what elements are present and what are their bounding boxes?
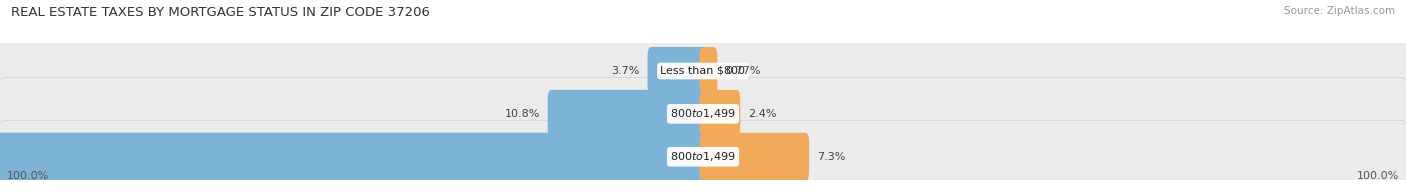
FancyBboxPatch shape (700, 90, 741, 138)
Text: Less than $800: Less than $800 (661, 66, 745, 76)
Text: 10.8%: 10.8% (505, 109, 540, 119)
Text: 7.3%: 7.3% (817, 152, 845, 162)
Text: $800 to $1,499: $800 to $1,499 (671, 107, 735, 120)
FancyBboxPatch shape (548, 90, 707, 138)
Text: 100.0%: 100.0% (7, 171, 49, 181)
Text: 0.77%: 0.77% (725, 66, 761, 76)
Text: $800 to $1,499: $800 to $1,499 (671, 150, 735, 163)
FancyBboxPatch shape (700, 47, 717, 95)
FancyBboxPatch shape (0, 120, 1406, 193)
Text: REAL ESTATE TAXES BY MORTGAGE STATUS IN ZIP CODE 37206: REAL ESTATE TAXES BY MORTGAGE STATUS IN … (11, 6, 430, 19)
FancyBboxPatch shape (0, 34, 1406, 107)
FancyBboxPatch shape (700, 133, 810, 181)
Text: 2.4%: 2.4% (748, 109, 776, 119)
Text: Source: ZipAtlas.com: Source: ZipAtlas.com (1284, 6, 1395, 16)
FancyBboxPatch shape (0, 77, 1406, 150)
FancyBboxPatch shape (0, 133, 707, 181)
Text: 3.7%: 3.7% (612, 66, 640, 76)
Text: 100.0%: 100.0% (1357, 171, 1399, 181)
FancyBboxPatch shape (647, 47, 707, 95)
